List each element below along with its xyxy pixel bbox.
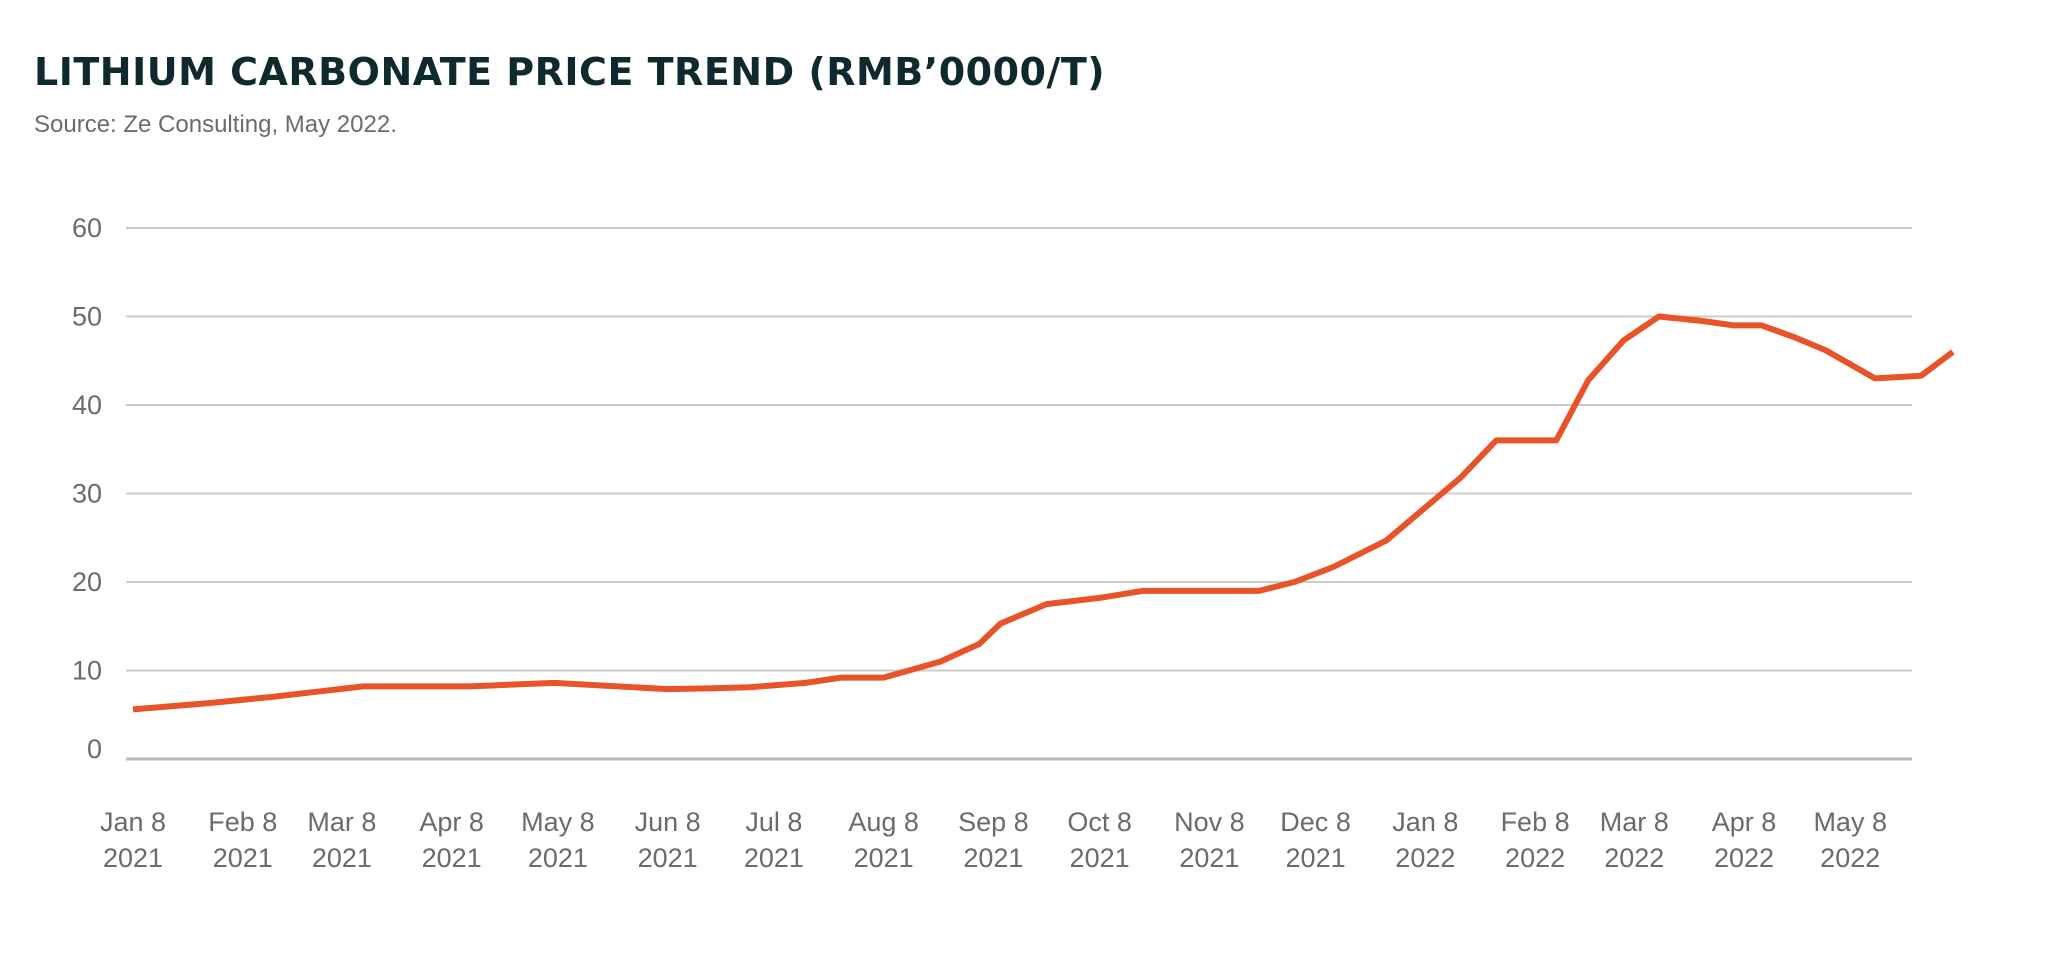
- x-tick-label: Mar 8 2021: [307, 807, 376, 873]
- y-tick-label: 0: [87, 734, 102, 764]
- x-tick-label: Jan 8 2021: [100, 807, 166, 873]
- x-tick-label: Jan 8 2022: [1392, 807, 1458, 873]
- x-tick-label: Apr 8 2022: [1712, 807, 1777, 873]
- x-tick-label: Apr 8 2021: [419, 807, 484, 873]
- y-tick-label: 10: [72, 656, 102, 686]
- x-tick-label: May 8 2021: [521, 807, 595, 873]
- x-tick-label: Nov 8 2021: [1174, 807, 1245, 873]
- x-tick-label: Jul 8 2021: [744, 807, 804, 873]
- y-tick-label: 60: [72, 213, 102, 243]
- y-tick-label: 30: [72, 479, 102, 509]
- x-tick-label: Dec 8 2021: [1280, 807, 1351, 873]
- chart-title: LITHIUM CARBONATE PRICE TREND (RMB’0000/…: [34, 50, 1106, 94]
- x-tick-label: Mar 8 2022: [1600, 807, 1669, 873]
- x-tick-label: Sep 8 2021: [958, 807, 1029, 873]
- x-tick-label: Feb 8 2021: [208, 807, 277, 873]
- x-axis-ticks: Jan 8 2021 Feb 8 2021 Mar 8 2021 Apr 8 2021 May …: [100, 807, 1887, 873]
- x-tick-label: May 8 2022: [1813, 807, 1887, 873]
- gridlines: [126, 227, 1912, 761]
- x-tick-label: Oct 8 2021: [1067, 807, 1132, 873]
- x-tick-label: Feb 8 2022: [1501, 807, 1570, 873]
- y-tick-label: 20: [72, 567, 102, 597]
- y-axis-ticks: 60 50 40 30 20 10 0: [72, 213, 102, 764]
- series-layer: [132, 313, 1955, 713]
- chart-subtitle: Source: Ze Consulting, May 2022.: [34, 111, 397, 138]
- series-line: [132, 313, 1955, 713]
- y-tick-label: 50: [72, 302, 102, 332]
- y-tick-label: 40: [72, 390, 102, 420]
- x-tick-label: Aug 8 2021: [848, 807, 919, 873]
- x-tick-label: Jun 8 2021: [635, 807, 701, 873]
